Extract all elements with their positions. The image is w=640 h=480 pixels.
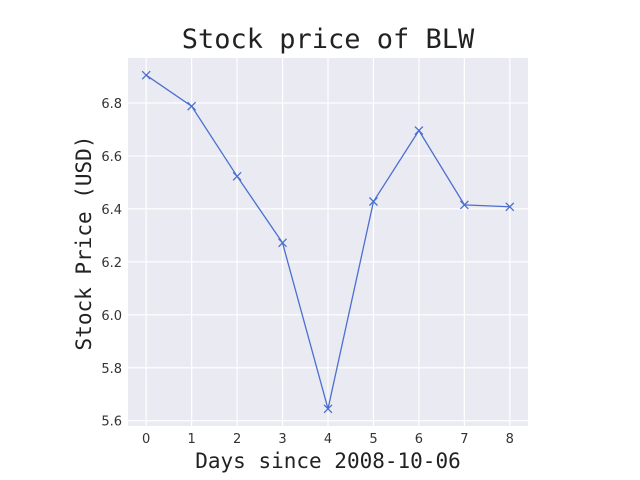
x-axis-label: Days since 2008-10-06 [195, 449, 461, 473]
y-tick-label: 6.6 [101, 150, 122, 165]
x-axis-ticks: 0 1 2 3 4 5 6 7 8 [142, 432, 514, 447]
data-point [459, 200, 469, 210]
data-point [368, 197, 378, 206]
x-tick-label: 8 [506, 432, 514, 447]
data-point [232, 171, 242, 181]
data-point [414, 126, 424, 136]
y-tick-label: 5.6 [101, 415, 122, 430]
y-tick-label: 6.2 [101, 256, 122, 271]
x-tick-label: 6 [415, 432, 423, 447]
x-tick-label: 3 [278, 432, 286, 447]
data-point [187, 101, 197, 111]
y-axis-ticks: 5.6 5.8 6.0 6.2 6.4 6.6 6.8 [101, 97, 122, 430]
y-tick-label: 6.4 [101, 203, 122, 218]
x-tick-label: 2 [233, 432, 241, 447]
data-point [141, 70, 151, 80]
data-point [505, 202, 515, 212]
x-tick-label: 5 [369, 432, 377, 447]
grid-lines [128, 58, 528, 426]
x-tick-label: 4 [324, 432, 332, 447]
y-tick-label: 6.8 [101, 97, 122, 112]
y-tick-label: 6.0 [101, 309, 122, 324]
y-axis-label: Stock Price (USD) [72, 136, 96, 351]
data-point [323, 404, 333, 414]
data-point [278, 238, 288, 248]
y-tick-label: 5.8 [101, 362, 122, 377]
series-group [141, 70, 515, 414]
x-tick-label: 7 [460, 432, 468, 447]
x-tick-label: 1 [187, 432, 195, 447]
chart-title: Stock price of BLW [182, 24, 475, 55]
x-tick-label: 0 [142, 432, 150, 447]
